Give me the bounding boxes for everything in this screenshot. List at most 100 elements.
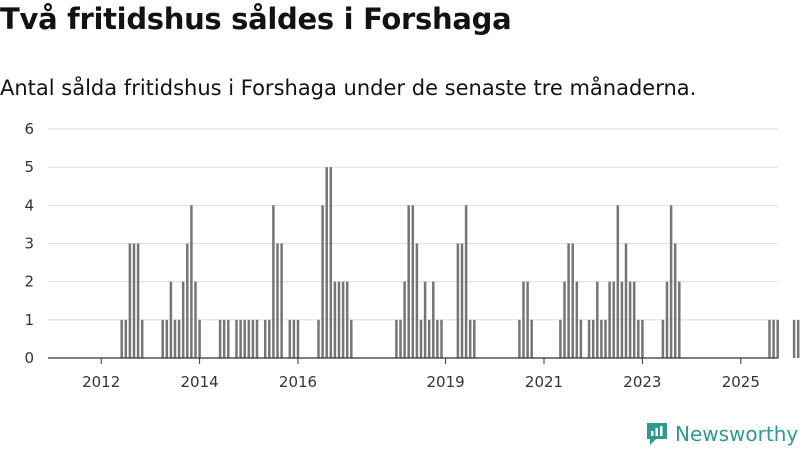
bar bbox=[345, 281, 349, 358]
bar bbox=[403, 281, 406, 358]
bar bbox=[768, 319, 771, 358]
bar bbox=[280, 243, 283, 358]
bar bbox=[776, 319, 779, 358]
bar bbox=[296, 319, 300, 358]
bar bbox=[128, 243, 132, 358]
x-tick-label: 2012 bbox=[82, 373, 120, 391]
bar bbox=[522, 281, 525, 358]
bar bbox=[140, 319, 144, 358]
bar bbox=[518, 319, 521, 358]
bar bbox=[423, 281, 427, 358]
bar bbox=[796, 319, 800, 358]
brand-name: Newsworthy bbox=[675, 422, 799, 446]
bar bbox=[120, 319, 123, 358]
bar bbox=[272, 205, 275, 358]
bar bbox=[173, 319, 177, 358]
chart-subtitle: Antal sålda fritidshus i Forshaga under … bbox=[0, 76, 697, 100]
bar bbox=[632, 281, 636, 358]
bar bbox=[222, 319, 226, 358]
y-tick-label: 4 bbox=[24, 196, 34, 214]
bar bbox=[190, 205, 193, 358]
bar bbox=[600, 319, 603, 358]
bar bbox=[169, 281, 173, 358]
newsworthy-icon bbox=[647, 423, 667, 445]
y-tick-label: 1 bbox=[24, 311, 34, 329]
bar bbox=[604, 319, 607, 358]
bar bbox=[772, 319, 775, 358]
bar bbox=[407, 205, 410, 358]
bar bbox=[251, 319, 255, 358]
bar bbox=[530, 319, 533, 358]
bar bbox=[268, 319, 271, 358]
bar bbox=[136, 243, 140, 358]
bar bbox=[333, 281, 337, 358]
bar bbox=[419, 319, 423, 358]
bar bbox=[235, 319, 238, 358]
bar bbox=[587, 319, 591, 358]
bar bbox=[329, 167, 333, 358]
bar bbox=[411, 205, 415, 358]
bar bbox=[612, 281, 615, 358]
bar bbox=[321, 205, 324, 358]
bar bbox=[255, 319, 259, 358]
bar bbox=[616, 205, 620, 358]
bar bbox=[460, 243, 464, 358]
bar bbox=[665, 281, 669, 358]
x-tick-label: 2023 bbox=[623, 373, 661, 391]
bar bbox=[596, 281, 599, 358]
x-tick-label: 2016 bbox=[279, 373, 317, 391]
bar bbox=[669, 205, 673, 358]
x-tick-label: 2019 bbox=[427, 373, 465, 391]
bar bbox=[673, 243, 677, 358]
bar bbox=[292, 319, 296, 358]
bar bbox=[620, 281, 624, 358]
bar bbox=[399, 319, 402, 358]
bar bbox=[641, 319, 644, 358]
y-tick-label: 3 bbox=[24, 235, 34, 253]
chart-title: Två fritidshus såldes i Forshaga bbox=[0, 2, 512, 36]
bar bbox=[177, 319, 181, 358]
bar bbox=[227, 319, 230, 358]
bar bbox=[468, 319, 472, 358]
bar bbox=[263, 319, 267, 358]
bar bbox=[288, 319, 292, 358]
bar bbox=[415, 243, 419, 358]
bar bbox=[456, 243, 460, 358]
bar bbox=[567, 243, 570, 358]
bar bbox=[559, 319, 562, 358]
bar bbox=[124, 319, 128, 358]
bar bbox=[628, 281, 632, 358]
bar bbox=[678, 281, 681, 358]
bar bbox=[526, 281, 529, 358]
bar bbox=[276, 243, 279, 358]
bar bbox=[427, 319, 431, 358]
bar bbox=[247, 319, 251, 358]
bar bbox=[661, 319, 665, 358]
bar bbox=[181, 281, 185, 358]
bar bbox=[198, 319, 201, 358]
bar bbox=[218, 319, 222, 358]
bar bbox=[161, 319, 164, 358]
bar bbox=[341, 281, 345, 358]
bar bbox=[317, 319, 320, 358]
bar bbox=[243, 319, 246, 358]
bar bbox=[637, 319, 640, 358]
newsworthy-logo: Newsworthy bbox=[645, 420, 798, 448]
bar bbox=[579, 319, 583, 358]
bar bbox=[563, 281, 566, 358]
bar bbox=[432, 281, 435, 358]
y-tick-label: 6 bbox=[24, 120, 34, 138]
bar bbox=[239, 319, 242, 358]
bar bbox=[325, 167, 328, 358]
bar bbox=[571, 243, 574, 358]
y-tick-label: 2 bbox=[24, 273, 34, 291]
bar bbox=[194, 281, 197, 358]
bar bbox=[464, 205, 468, 358]
bar bbox=[436, 319, 439, 358]
bar-chart: 012345620122014201620192021202320252 bbox=[24, 120, 800, 391]
y-tick-label: 5 bbox=[24, 158, 34, 176]
bar bbox=[165, 319, 169, 358]
x-tick-label: 2021 bbox=[525, 373, 563, 391]
x-tick-label: 2014 bbox=[181, 373, 219, 391]
bar bbox=[440, 319, 443, 358]
